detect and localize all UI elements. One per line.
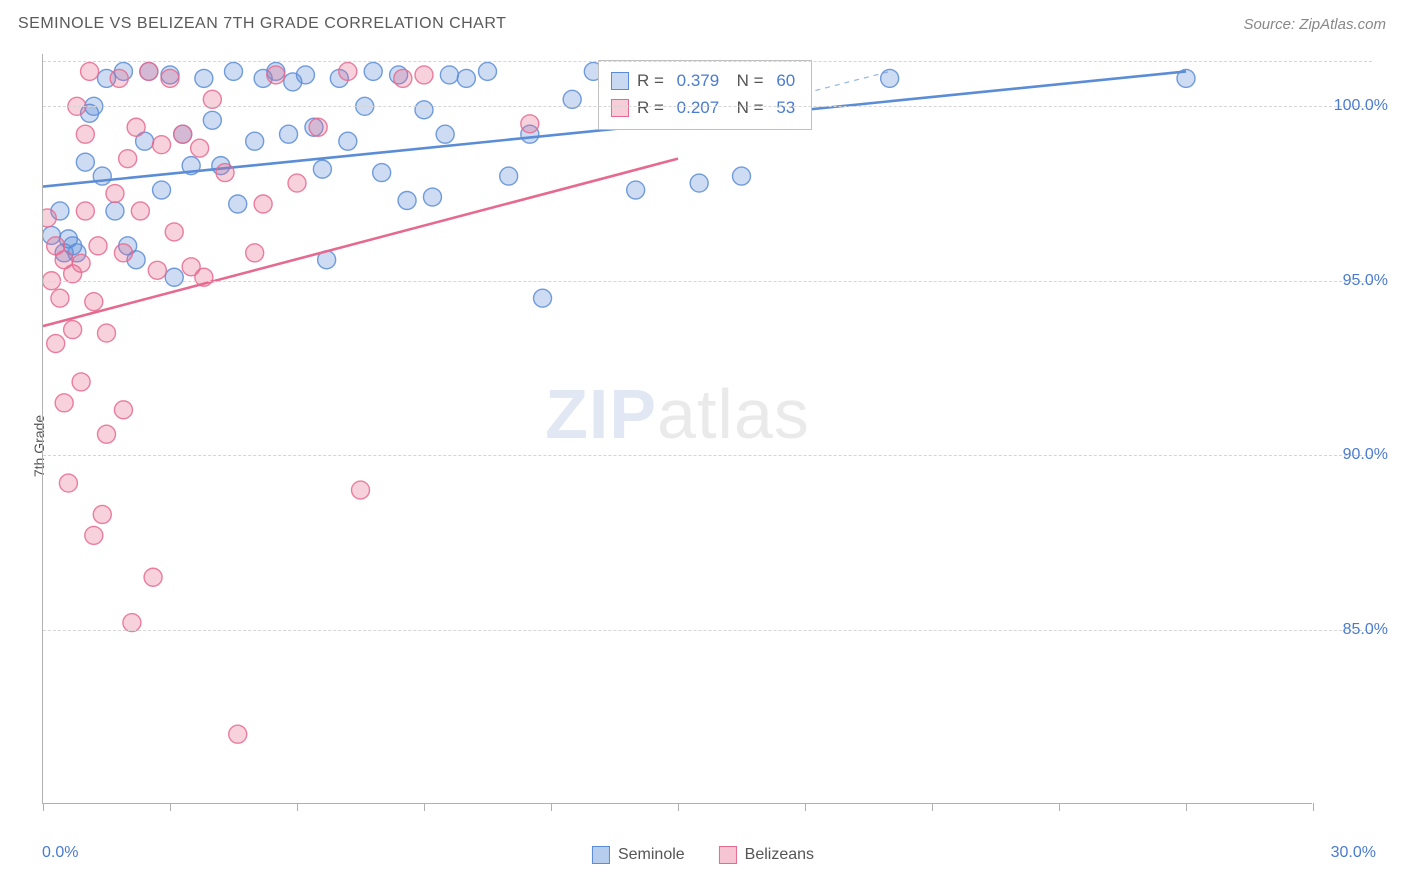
series-swatch — [611, 99, 629, 117]
x-axis-min-label: 0.0% — [42, 844, 78, 862]
x-axis-max-label: 30.0% — [1331, 844, 1376, 862]
gridline — [43, 106, 1372, 107]
x-tick — [551, 803, 552, 811]
legend: Seminole Belizeans — [592, 846, 814, 864]
y-tick-label: 95.0% — [1318, 272, 1388, 290]
gridline — [43, 281, 1372, 282]
x-tick — [678, 803, 679, 811]
stats-r-value: 0.379 — [677, 67, 720, 94]
stats-r-label: R = — [637, 67, 669, 94]
legend-item: Seminole — [592, 846, 685, 864]
legend-label: Seminole — [618, 846, 685, 864]
gridline — [43, 630, 1372, 631]
stats-row: R = 0.379 N = 60 — [611, 67, 795, 94]
correlation-stats-box: R = 0.379 N = 60R = 0.207 N = 53 — [598, 60, 812, 130]
gridline — [43, 455, 1372, 456]
legend-item: Belizeans — [719, 846, 814, 864]
x-tick — [424, 803, 425, 811]
source-attribution: Source: ZipAtlas.com — [1243, 16, 1386, 33]
plot-area: ZIPatlas R = 0.379 N = 60R = 0.207 N = 5… — [42, 54, 1312, 804]
stats-n-label: N = — [727, 94, 768, 121]
series-swatch — [611, 72, 629, 90]
stats-row: R = 0.207 N = 53 — [611, 94, 795, 121]
x-tick — [932, 803, 933, 811]
x-tick — [297, 803, 298, 811]
x-tick — [805, 803, 806, 811]
stats-r-label: R = — [637, 94, 669, 121]
y-tick-label: 90.0% — [1318, 446, 1388, 464]
y-tick-label: 100.0% — [1318, 97, 1388, 115]
x-tick — [1059, 803, 1060, 811]
x-tick — [1186, 803, 1187, 811]
legend-swatch — [592, 846, 610, 864]
x-tick — [170, 803, 171, 811]
stats-n-value: 53 — [776, 94, 795, 121]
legend-label: Belizeans — [745, 846, 814, 864]
scatter-chart-svg — [43, 54, 1313, 804]
chart-title: SEMINOLE VS BELIZEAN 7TH GRADE CORRELATI… — [18, 15, 506, 33]
stats-r-value: 0.207 — [677, 94, 720, 121]
y-tick-label: 85.0% — [1318, 621, 1388, 639]
stats-n-label: N = — [727, 67, 768, 94]
gridline — [43, 61, 1372, 62]
x-tick — [43, 803, 44, 811]
x-tick — [1313, 803, 1314, 811]
legend-swatch — [719, 846, 737, 864]
stats-n-value: 60 — [776, 67, 795, 94]
